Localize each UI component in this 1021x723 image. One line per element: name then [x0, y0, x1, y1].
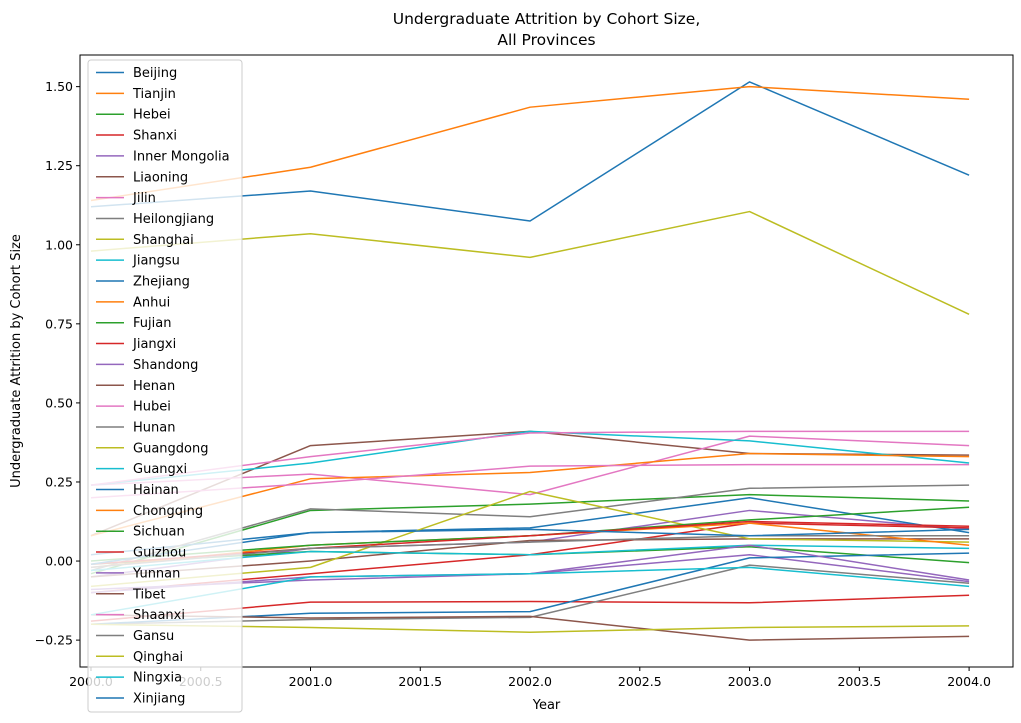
y-tick-label: 0.25 [45, 474, 73, 489]
legend-label-inner-mongolia: Inner Mongolia [133, 149, 230, 164]
y-tick-label: 1.00 [45, 237, 73, 252]
legend-label-henan: Henan [133, 379, 175, 394]
chart-title-line-1: Undergraduate Attrition by Cohort Size, [393, 10, 701, 28]
x-tick-label: 2003.0 [728, 674, 772, 689]
legend-label-tibet: Tibet [132, 587, 166, 602]
plot-frame [79, 54, 1014, 668]
legend-label-qinghai: Qinghai [133, 650, 183, 665]
legend-label-shanghai: Shanghai [133, 233, 194, 248]
y-tick-label: 0.75 [45, 316, 73, 331]
legend-label-tianjin: Tianjin [132, 87, 176, 102]
legend-items: Beijing Tianjin Hebei Shanxi Inner Mongolia L… [96, 66, 230, 707]
chart-title-line-2: All Provinces [497, 31, 595, 49]
y-axis-label: Undergraduate Attrition by Cohort Size [9, 234, 24, 488]
x-tick-label: 2004.0 [947, 674, 991, 689]
legend-label-beijing: Beijing [133, 66, 177, 81]
legend-label-fujian: Fujian [133, 316, 171, 331]
x-tick-label: 2002.5 [618, 674, 662, 689]
legend-label-ningxia: Ningxia [133, 671, 182, 686]
y-axis: −0.25 0.00 0.25 0.50 0.75 1.00 1.25 1.50 [35, 79, 80, 648]
y-tick-label: 1.50 [45, 79, 73, 94]
legend-label-jilin: Jilin [132, 191, 156, 206]
x-tick-label: 2002.0 [508, 674, 552, 689]
x-axis-label: Year [532, 698, 561, 713]
legend-label-hunan: Hunan [133, 420, 175, 435]
legend-label-jiangsu: Jiangsu [132, 254, 180, 269]
x-tick-label: 2001.5 [398, 674, 442, 689]
legend-label-guangxi: Guangxi [133, 462, 187, 477]
legend-label-anhui: Anhui [133, 295, 170, 310]
y-tick-label: 0.50 [45, 395, 73, 410]
legend-label-shandong: Shandong [133, 358, 198, 373]
legend-label-xinjiang: Xinjiang [133, 692, 185, 707]
legend-label-sichuan: Sichuan [133, 525, 185, 540]
legend-label-shaanxi: Shaanxi [133, 608, 185, 623]
legend-label-guizhou: Guizhou [133, 546, 186, 561]
legend-label-zhejiang: Zhejiang [133, 275, 190, 290]
legend-label-gansu: Gansu [133, 629, 174, 644]
legend: Beijing Tianjin Hebei Shanxi Inner Mongolia L… [87, 59, 243, 713]
y-tick-label: −0.25 [35, 633, 73, 648]
legend-label-yunnan: Yunnan [132, 566, 180, 581]
legend-label-liaoning: Liaoning [133, 170, 188, 185]
legend-label-hainan: Hainan [133, 483, 179, 498]
legend-label-hebei: Hebei [133, 108, 171, 123]
legend-label-heilongjiang: Heilongjiang [133, 212, 214, 227]
legend-box [87, 59, 243, 713]
legend-label-hubei: Hubei [133, 400, 171, 415]
legend-label-chongqing: Chongqing [133, 504, 203, 519]
legend-label-jiangxi: Jiangxi [132, 337, 176, 352]
y-tick-label: 0.00 [45, 554, 73, 569]
x-tick-label: 2001.0 [289, 674, 333, 689]
legend-label-guangdong: Guangdong [133, 441, 208, 456]
y-tick-label: 1.25 [45, 158, 73, 173]
legend-label-shanxi: Shanxi [133, 129, 177, 144]
x-tick-label: 2003.5 [837, 674, 881, 689]
